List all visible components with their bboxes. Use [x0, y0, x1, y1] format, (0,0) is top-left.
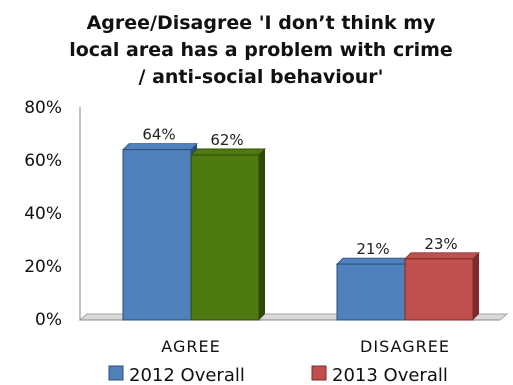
x-axis: AGREE DISAGREE [161, 337, 450, 356]
legend-swatch-2012 [108, 365, 124, 381]
bar-top-face [336, 257, 412, 265]
y-axis: 80% 60% 40% 20% 0% [24, 98, 81, 330]
y-tick-label: 80% [24, 98, 62, 118]
bar-front-face [122, 149, 192, 321]
chart-title-line-1: Agree/Disagree 'I don’t think my [87, 12, 436, 34]
bar-disagree-2013 [404, 252, 480, 321]
y-tick-label: 60% [24, 151, 62, 171]
legend-label-2013: 2013 Overall [332, 365, 448, 385]
bar-top-face [122, 143, 198, 151]
data-label-disagree-2013: 23% [424, 235, 457, 253]
legend-label-2012: 2012 Overall [129, 365, 245, 385]
bar-agree-2013 [190, 148, 266, 321]
y-tick-label: 40% [24, 204, 62, 224]
bar-front-face [190, 154, 260, 321]
chart-title: Agree/Disagree 'I don’t think my local a… [69, 12, 453, 88]
x-category-label-disagree: DISAGREE [360, 337, 450, 356]
y-tick-label: 0% [35, 310, 62, 330]
bar-side-face [259, 148, 265, 320]
data-label-disagree-2012: 21% [356, 240, 389, 258]
bar-front-face [336, 263, 406, 321]
bar-agree-2012 [122, 143, 198, 321]
chart-title-line-2: local area has a problem with crime [69, 39, 453, 61]
bar-side-face [473, 252, 479, 320]
legend: 2012 Overall 2013 Overall [108, 365, 448, 385]
x-category-label-agree: AGREE [161, 337, 220, 356]
chart-title-line-3: / anti-social behaviour' [139, 66, 384, 88]
bars-layer: 64% 62% 21% 23% [122, 126, 480, 321]
bar-disagree-2012 [336, 257, 412, 321]
y-tick-label: 20% [24, 257, 62, 277]
data-label-agree-2013: 62% [210, 131, 243, 149]
legend-swatch-2013 [311, 365, 327, 381]
bar-top-face [404, 252, 480, 260]
bar-top-face [190, 148, 266, 156]
bar-front-face [404, 258, 474, 321]
data-label-agree-2012: 64% [142, 126, 175, 144]
